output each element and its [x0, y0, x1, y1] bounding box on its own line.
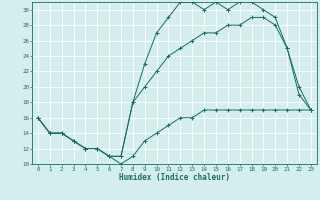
X-axis label: Humidex (Indice chaleur): Humidex (Indice chaleur) [119, 173, 230, 182]
